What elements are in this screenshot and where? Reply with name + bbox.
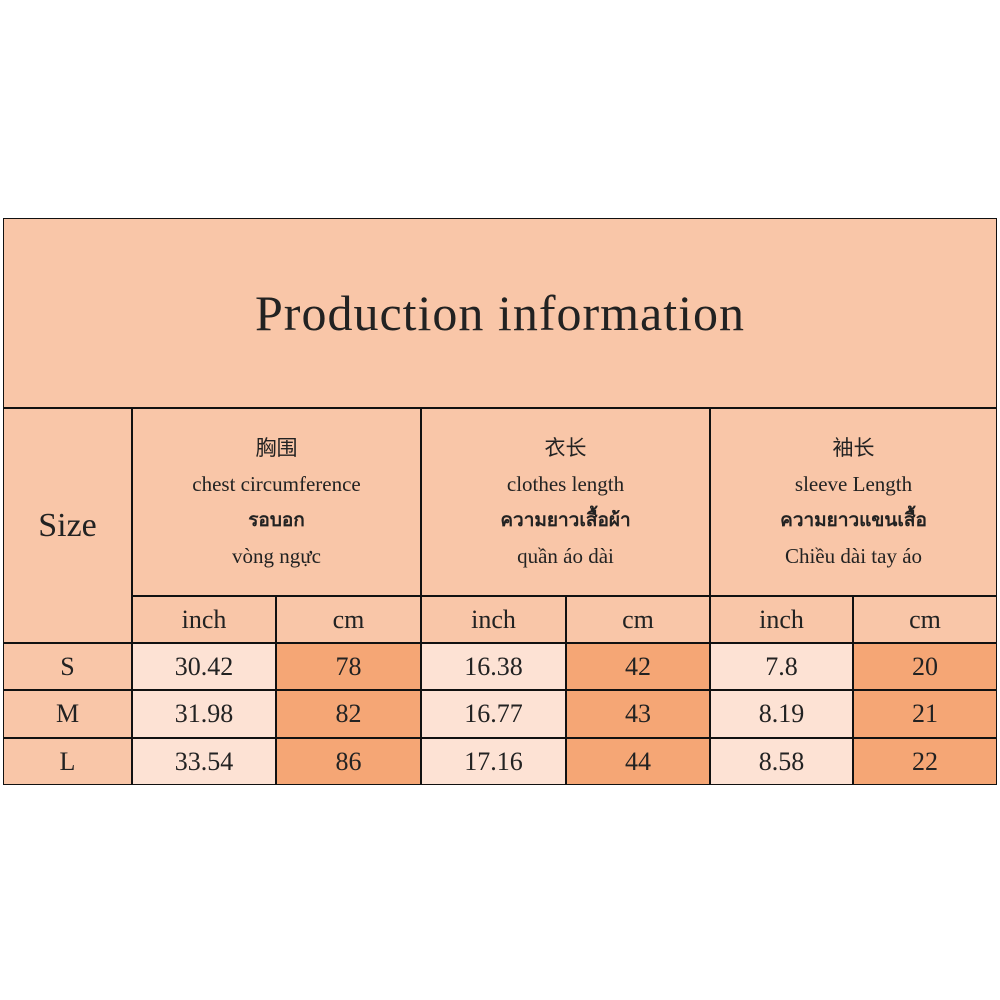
size-cell: M (3, 690, 132, 738)
unit: inch (181, 604, 227, 634)
unit-cell: cm (566, 596, 710, 643)
unit-cell: cm (276, 596, 421, 643)
value: 44 (625, 746, 651, 776)
value: 33.54 (174, 746, 234, 776)
group-line: 袖长 (832, 436, 875, 460)
value: 16.77 (464, 699, 523, 728)
group-header: 胸围 chest circumference รอบอก vòng ngực (132, 408, 421, 596)
group-line: ความยาวแขนเสื้อ (780, 509, 927, 531)
unit-cell: inch (710, 596, 853, 643)
value: 8.58 (758, 746, 805, 776)
value-cell: 78 (276, 643, 421, 690)
group-line: vòng ngực (232, 544, 321, 568)
value: 43 (625, 699, 651, 728)
value: 7.8 (765, 651, 798, 681)
group-line: ความยาวเสื้อผ้า (500, 509, 631, 531)
value-cell: 33.54 (132, 738, 276, 785)
group-line: sleeve Length (794, 472, 913, 496)
size-header: Size (3, 408, 132, 643)
value: 17.16 (464, 746, 523, 776)
value-cell: 8.19 (710, 690, 853, 738)
value-cell: 43 (566, 690, 710, 738)
group-line: 胸围 (255, 436, 298, 460)
unit: inch (759, 604, 804, 634)
value-cell: 21 (853, 690, 997, 738)
unit-cell: inch (421, 596, 566, 643)
value: 20 (912, 651, 938, 681)
value: 86 (335, 746, 362, 776)
title: Production information (255, 285, 745, 341)
unit-cell: inch (132, 596, 276, 643)
group-line: quần áo dài (517, 544, 614, 568)
value-cell: 7.8 (710, 643, 853, 690)
value: 78 (335, 651, 362, 681)
title-cell: Production information (3, 218, 997, 408)
size-value: S (60, 651, 75, 681)
group-line: 衣长 (544, 436, 587, 460)
value-cell: 30.42 (132, 643, 276, 690)
group-line: Chiều dài tay áo (784, 544, 923, 568)
value: 42 (625, 651, 651, 681)
value-cell: 86 (276, 738, 421, 785)
size-value: M (55, 699, 80, 728)
value-cell: 16.38 (421, 643, 566, 690)
value: 30.42 (174, 651, 234, 681)
value-cell: 17.16 (421, 738, 566, 785)
value-cell: 8.58 (710, 738, 853, 785)
value: 22 (912, 746, 938, 776)
value-cell: 42 (566, 643, 710, 690)
value: 82 (335, 699, 362, 728)
group-header: 衣长 clothes length ความยาวเสื้อผ้า quần áo d… (421, 408, 710, 596)
size-cell: L (3, 738, 132, 785)
group-line: รอบอก (248, 509, 305, 531)
value-cell: 31.98 (132, 690, 276, 738)
unit-cell: cm (853, 596, 997, 643)
value-cell: 20 (853, 643, 997, 690)
value-cell: 44 (566, 738, 710, 785)
value-cell: 22 (853, 738, 997, 785)
unit: cm (332, 604, 365, 634)
group-line: chest circumference (192, 472, 361, 496)
size-value: L (59, 746, 76, 776)
value-cell: 16.77 (421, 690, 566, 738)
unit: inch (471, 604, 516, 634)
group-line: clothes length (506, 472, 625, 496)
size-cell: S (3, 643, 132, 690)
value: 21 (912, 699, 938, 728)
unit: cm (622, 604, 654, 634)
value-cell: 82 (276, 690, 421, 738)
unit: cm (909, 604, 941, 634)
size-label: Size (38, 506, 97, 544)
value: 16.38 (464, 651, 523, 681)
value: 8.19 (758, 699, 805, 728)
value: 31.98 (174, 699, 234, 728)
group-header: 袖长 sleeve Length ความยาวแขนเสื้อ Chiều dài … (710, 408, 997, 596)
